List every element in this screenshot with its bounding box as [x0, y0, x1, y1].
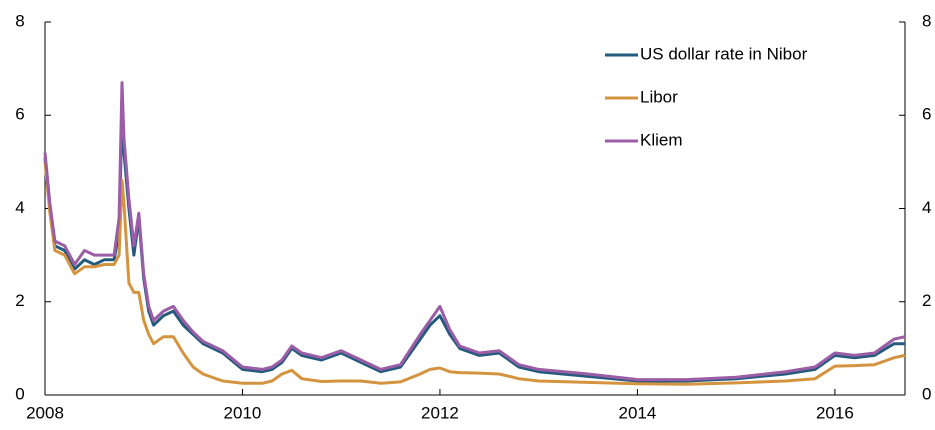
y2-tick-label: 8 — [922, 11, 931, 30]
legend-label: Libor — [640, 87, 678, 106]
series-line — [43, 113, 905, 383]
series-line — [43, 161, 906, 386]
x-tick-label: 2016 — [816, 403, 854, 422]
y2-tick-label: 6 — [922, 105, 931, 124]
series-line — [43, 81, 906, 382]
y-tick-label: 6 — [15, 105, 24, 124]
x-tick-label: 2014 — [619, 403, 657, 422]
y-tick-label: 0 — [15, 384, 24, 403]
y2-tick-label: 4 — [922, 198, 931, 217]
y-tick-label: 8 — [15, 11, 24, 30]
legend-label: Kliem — [640, 130, 683, 149]
y2-tick-label: 0 — [922, 384, 931, 403]
legend-label: US dollar rate in Nibor — [640, 44, 808, 63]
y-tick-label: 2 — [15, 291, 24, 310]
y2-tick-label: 2 — [922, 291, 931, 310]
x-tick-label: 2012 — [421, 403, 459, 422]
x-tick-label: 2008 — [26, 403, 64, 422]
y-tick-label: 4 — [15, 198, 24, 217]
x-tick-label: 2010 — [224, 403, 262, 422]
